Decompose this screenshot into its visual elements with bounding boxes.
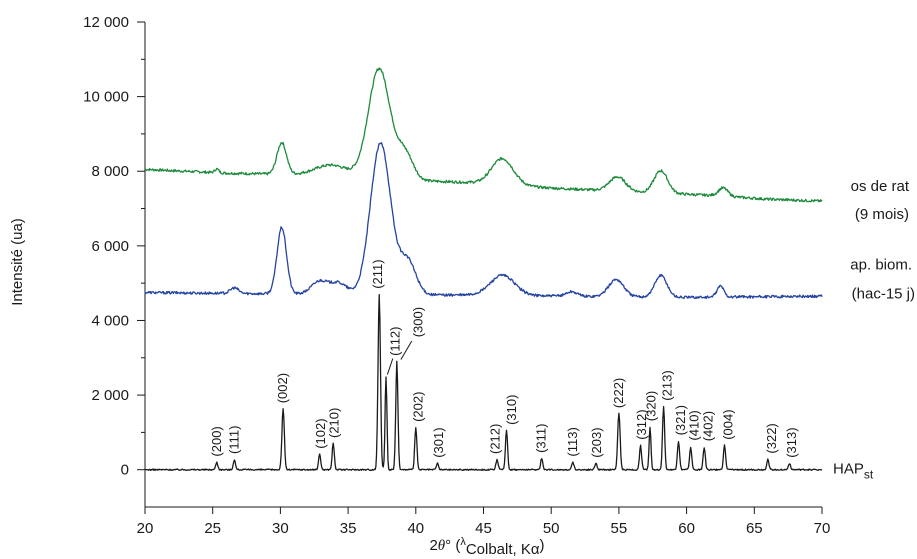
series-label-hap: HAP <box>833 461 864 478</box>
peak-label: (312) <box>634 409 649 439</box>
series-label-biomimetic: ap. biom. <box>850 257 912 274</box>
peak-label: (410) <box>687 410 702 440</box>
peak-label: (210) <box>327 408 342 438</box>
peak-label: (320) <box>643 391 658 421</box>
peak-label: (322) <box>764 423 779 453</box>
series-label-biomimetic-detail: (hac-15 j) <box>852 286 915 303</box>
y-tick-label: 8 000 <box>91 163 129 180</box>
y-tick-label: 10 000 <box>83 89 129 106</box>
x-axis-title-deg: ° ( <box>445 537 460 554</box>
x-tick-label: 35 <box>340 520 357 537</box>
y-tick-label: 6 000 <box>91 238 129 255</box>
y-axis: 0 2 000 4 000 6 000 8 000 10 000 12 000 <box>83 14 146 507</box>
series-line-3 <box>144 293 823 471</box>
peak-label: (200) <box>209 426 224 456</box>
x-tick-label: 45 <box>475 520 492 537</box>
x-axis-title-main: 2 <box>429 537 437 554</box>
peak-label: (203) <box>589 427 604 457</box>
x-tick-label: 50 <box>543 520 560 537</box>
peak-leader <box>386 358 394 375</box>
peak-label: (310) <box>504 395 519 425</box>
peak-label: (300) <box>411 307 426 337</box>
x-axis-title-lambda: λ <box>460 536 466 548</box>
peak-label: (004) <box>721 409 736 439</box>
x-axis-title-close: ) <box>540 537 545 554</box>
peak-label: (211) <box>370 259 385 288</box>
peak-label: (113) <box>565 427 580 456</box>
y-tick-label: 2 000 <box>91 387 129 404</box>
x-tick-label: 65 <box>746 520 763 537</box>
x-axis-title-theta: θ <box>438 538 446 554</box>
series-label-rat-bone-age: (9 mois) <box>855 206 909 223</box>
peak-label: (202) <box>411 392 426 422</box>
peak-label: (111) <box>226 426 241 454</box>
series-label-hap-st: HAPst <box>833 461 874 482</box>
peak-leader <box>400 340 413 360</box>
x-axis: 20 25 30 35 40 45 50 55 60 65 70 <box>137 506 831 537</box>
x-tick-label: 20 <box>137 520 154 537</box>
peak-label: (313) <box>784 427 799 457</box>
peak-label: (212) <box>488 424 503 454</box>
x-axis-title: 2θ° (λColbalt, Kα) <box>429 536 544 558</box>
peak-label: (321) <box>673 405 688 435</box>
peak-label: (112) <box>388 327 403 356</box>
peak-label: (222) <box>611 378 626 408</box>
x-tick-label: 55 <box>611 520 628 537</box>
series-line-1 <box>144 67 823 203</box>
series-layer <box>144 67 823 471</box>
peak-label: (402) <box>700 411 715 441</box>
peak-label: (213) <box>660 370 675 400</box>
x-tick-label: 40 <box>407 520 424 537</box>
x-tick-label: 60 <box>678 520 695 537</box>
y-axis-title: Intensité (ua) <box>9 218 26 306</box>
peak-annotations: (200) (111) (002) (102)(210) (211) (112) (300)… <box>209 259 799 457</box>
peak-label: (102) <box>313 418 328 448</box>
peak-label: (002) <box>275 373 290 403</box>
peak-label: (311) <box>534 424 549 453</box>
y-tick-label: 0 <box>121 462 129 479</box>
series-label-rat-bone: os de rat <box>851 178 910 195</box>
x-tick-label: 25 <box>204 520 221 537</box>
series-label-hap-sub: st <box>864 468 874 482</box>
peak-label: (301) <box>431 427 446 457</box>
y-tick-label: 4 000 <box>91 312 129 329</box>
x-tick-label: 30 <box>272 520 289 537</box>
y-tick-label: 12 000 <box>83 14 129 31</box>
x-axis-title-sub: Colbalt, Kα <box>466 541 540 558</box>
series-labels: os de rat (9 mois) ap. biom. (hac-15 j) HAPs… <box>833 178 915 482</box>
series-line-2 <box>144 142 823 300</box>
x-tick-label: 70 <box>814 520 831 537</box>
